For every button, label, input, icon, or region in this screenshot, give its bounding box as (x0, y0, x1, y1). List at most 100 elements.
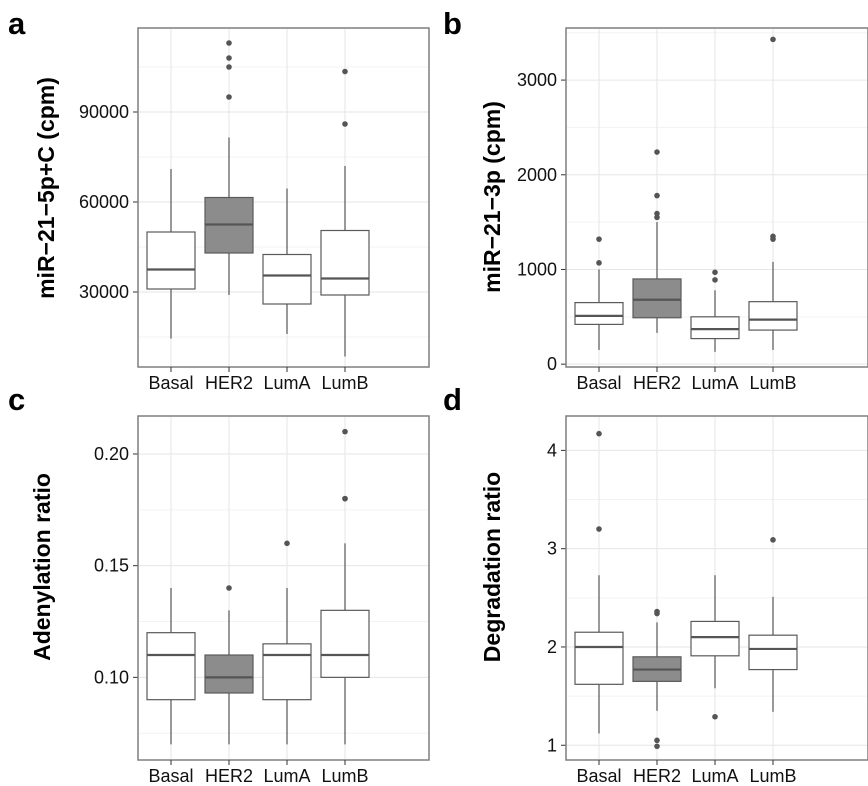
panel-d-ytick-label: 1 (547, 735, 557, 755)
panel-c-box-basal (146, 588, 196, 745)
outlier-point (226, 64, 232, 70)
panel-a: a miR−21−5p+C (cpm) 30000 60000 90000 Basal… (8, 6, 430, 393)
outlier-point (654, 192, 660, 199)
outlier-point (596, 236, 602, 242)
panel-d-ytick-label: 2 (547, 637, 557, 657)
panel-c-ylabel: Adenylation ratio (29, 473, 55, 661)
panel-b-category-label: Basal (576, 373, 621, 393)
panel-d-frame (565, 415, 868, 761)
panel-b-box-lumb (748, 36, 798, 350)
outlier-point (654, 737, 660, 744)
iqr-box (320, 229, 370, 296)
iqr-box (574, 631, 624, 685)
panel-d-plot-area (566, 416, 868, 760)
panel-b-ytick-label: 0 (547, 354, 557, 374)
outlier-point (226, 55, 232, 61)
panel-d-category-label: HER2 (633, 766, 681, 786)
panel-c-box-luma (262, 540, 312, 745)
panel-d: d Degradation ratio 1 2 3 4 Basal HER2 LumA Lum… (443, 382, 868, 786)
outlier-point (342, 428, 348, 435)
panel-c-plot-area (138, 416, 429, 760)
outlier-point (596, 430, 602, 437)
iqr-box (690, 316, 740, 340)
panel-d-category-label: LumB (749, 766, 796, 786)
panel-c-box-lumb (320, 428, 370, 745)
panel-a-category-label: LumA (263, 373, 310, 393)
iqr-box (690, 620, 740, 657)
panel-a-category-label: LumB (321, 373, 368, 393)
panel-b: b miR−21−3p (cpm) 0 1000 2000 3000 Basal HER2… (443, 6, 868, 393)
iqr-box (320, 609, 370, 678)
outlier-point (596, 260, 602, 266)
outlier-point (654, 608, 660, 615)
outlier-point (226, 94, 232, 100)
panel-c-category-label: Basal (148, 766, 193, 786)
iqr-box (574, 302, 624, 325)
iqr-box (262, 253, 312, 305)
outlier-point (342, 121, 348, 127)
outlier-point (654, 210, 660, 217)
panel-b-letter: b (443, 6, 462, 41)
iqr-box (262, 643, 312, 701)
panel-a-ytick-label: 90000 (79, 102, 129, 122)
panel-a-ylabel: miR−21−5p+C (cpm) (33, 77, 59, 299)
iqr-box (748, 301, 798, 331)
panel-c: c Adenylation ratio 0.10 0.15 0.20 Basal HER… (8, 382, 430, 786)
iqr-box (146, 632, 196, 701)
outlier-point (342, 68, 348, 75)
panel-a-category-label: HER2 (205, 373, 253, 393)
panel-d-category-label: LumA (691, 766, 738, 786)
outlier-point (654, 743, 660, 750)
iqr-box (204, 654, 254, 694)
iqr-box (146, 231, 196, 290)
iqr-box (748, 634, 798, 671)
panel-b-category-label: HER2 (633, 373, 681, 393)
panel-d-category-label: Basal (576, 766, 621, 786)
outlier-point (226, 40, 232, 46)
outlier-point (712, 277, 718, 283)
panel-b-category-label: LumA (691, 373, 738, 393)
outlier-point (770, 233, 776, 240)
panel-b-category-label: LumB (749, 373, 796, 393)
panel-c-ytick-label: 0.10 (94, 667, 129, 687)
panel-d-box-luma (690, 575, 740, 720)
panel-c-frame (137, 415, 430, 761)
outlier-point (654, 149, 660, 155)
panel-a-plot-area (138, 28, 429, 367)
panel-a-category-label: Basal (148, 373, 193, 393)
panel-c-ytick-label: 0.15 (94, 556, 129, 576)
panel-b-box-her2 (632, 149, 682, 333)
panel-b-box-basal (574, 236, 624, 350)
panel-c-category-label: LumB (321, 766, 368, 786)
panel-b-frame (565, 27, 868, 368)
panel-d-box-her2 (632, 608, 682, 750)
outlier-point (284, 540, 290, 547)
panel-c-ytick-label: 0.20 (94, 444, 129, 464)
panel-a-frame (137, 27, 430, 368)
panel-c-box-her2 (204, 585, 254, 745)
panel-b-ytick-label: 1000 (517, 259, 557, 279)
outlier-point (770, 537, 776, 543)
panel-c-letter: c (8, 382, 25, 417)
iqr-box (632, 278, 682, 319)
panel-a-ytick-label: 60000 (79, 192, 129, 212)
outlier-point (226, 585, 232, 591)
panel-a-box-luma (262, 188, 312, 334)
panel-b-ytick-label: 2000 (517, 165, 557, 185)
panel-b-ytick-label: 3000 (517, 70, 557, 90)
panel-b-ylabel: miR−21−3p (cpm) (479, 101, 505, 293)
panel-a-ytick-label: 30000 (79, 282, 129, 302)
outlier-point (712, 269, 718, 276)
panel-c-category-label: LumA (263, 766, 310, 786)
panel-d-ytick-label: 3 (547, 539, 557, 559)
outlier-point (712, 713, 718, 720)
outlier-point (342, 495, 348, 502)
panel-d-box-lumb (748, 537, 798, 712)
panel-a-box-basal (146, 169, 196, 339)
panel-d-ylabel: Degradation ratio (479, 472, 505, 662)
panel-c-category-label: HER2 (205, 766, 253, 786)
panel-a-letter: a (8, 6, 26, 41)
panel-d-box-basal (574, 430, 624, 734)
panel-d-ytick-label: 4 (547, 440, 557, 460)
